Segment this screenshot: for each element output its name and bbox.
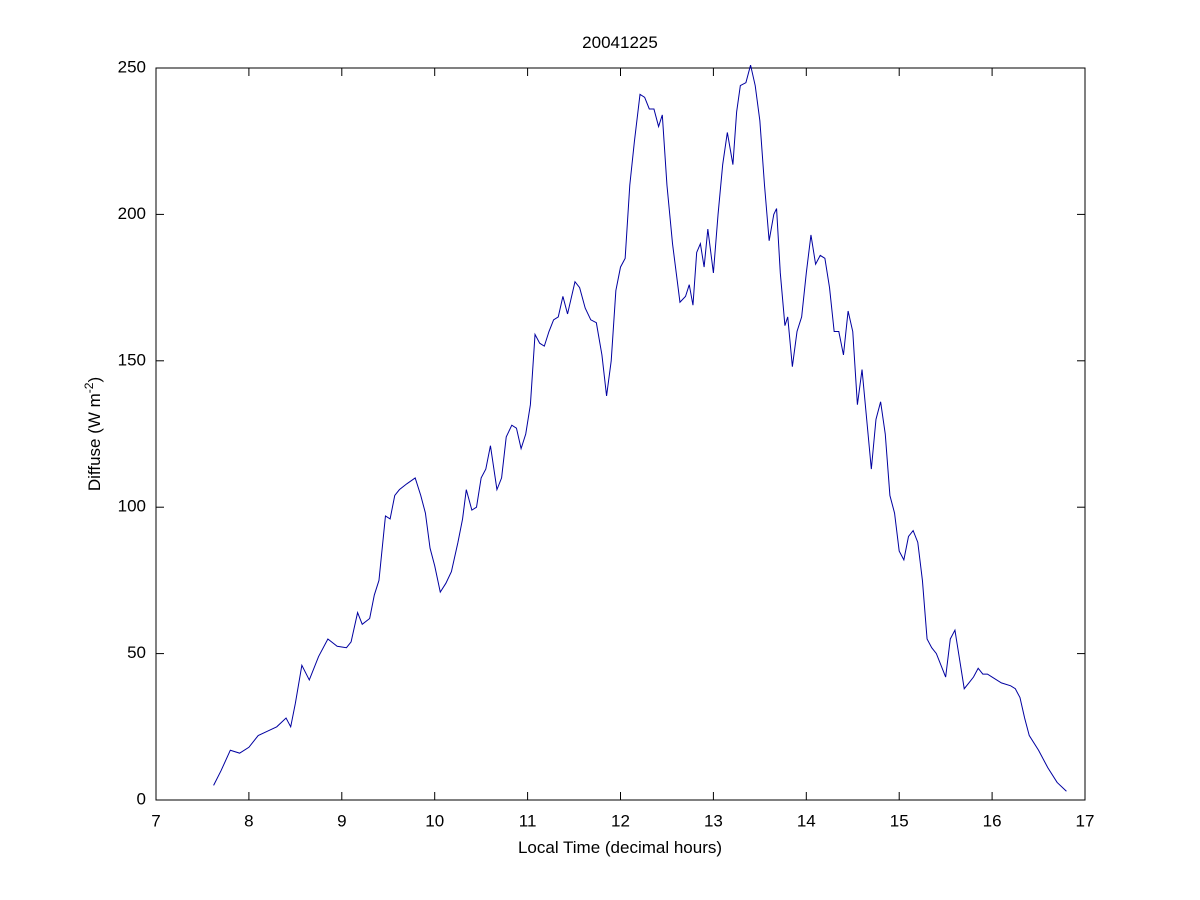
y-label-superscript: -2 (82, 382, 96, 393)
x-tick-label: 8 (244, 811, 253, 830)
y-tick-label: 200 (118, 204, 146, 223)
y-tick-label: 150 (118, 350, 146, 369)
x-tick-label: 12 (611, 811, 630, 830)
x-tick-label: 10 (425, 811, 444, 830)
x-tick-label: 14 (797, 811, 816, 830)
x-tick-label: 17 (1076, 811, 1095, 830)
x-tick-label: 11 (519, 811, 537, 830)
y-tick-label: 0 (137, 789, 146, 808)
x-tick-label: 7 (151, 811, 160, 830)
x-tick-label: 9 (337, 811, 346, 830)
y-tick-label: 100 (118, 497, 146, 516)
y-axis-label: Diffuse (W m-2) (82, 377, 104, 491)
x-axis-label: Local Time (decimal hours) (518, 838, 722, 857)
y-tick-label: 50 (127, 643, 146, 662)
y-tick-label: 250 (118, 57, 146, 76)
x-tick-label: 16 (983, 811, 1002, 830)
chart-title: 20041225 (582, 33, 658, 52)
y-label-text: Diffuse (W m (85, 393, 104, 491)
x-tick-label: 13 (704, 811, 723, 830)
y-label-suffix: ) (85, 377, 104, 383)
x-tick-label: 15 (890, 811, 909, 830)
plot-frame (155, 67, 1086, 801)
data-line (213, 64, 1067, 792)
